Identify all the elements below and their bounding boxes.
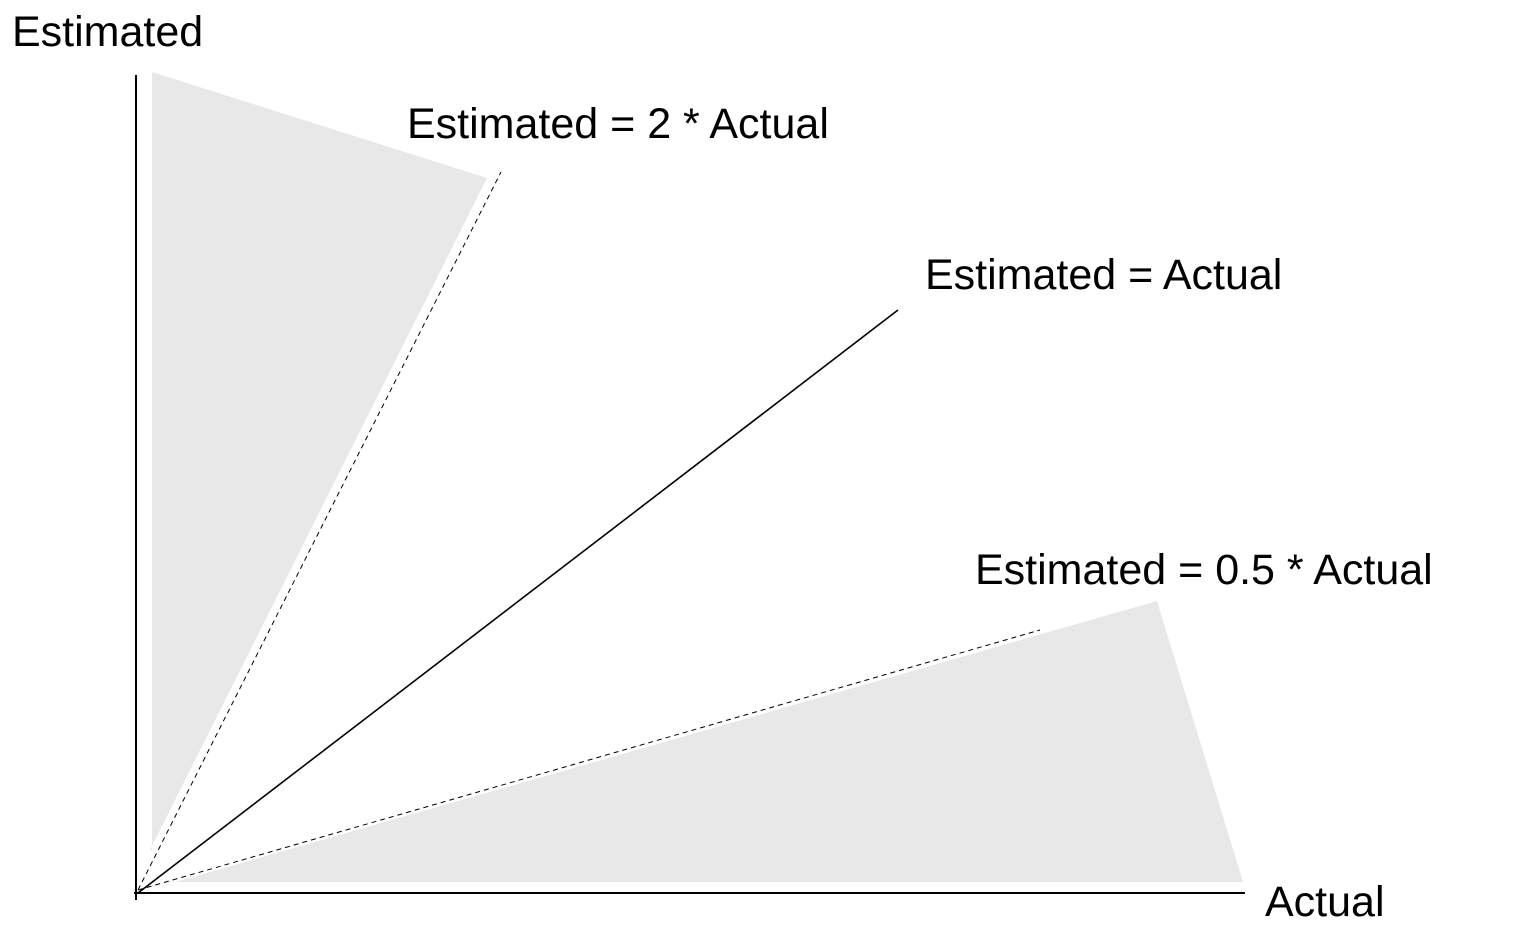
equal-line [137,309,899,894]
x-axis-label: Actual [1265,878,1385,921]
double-line [137,171,502,891]
under-estimate-region [175,601,1243,882]
over-estimate-region [150,72,487,850]
line-label: Estimated = 0.5 * Actual [975,546,1433,594]
line-label: Estimated = 2 * Actual [407,100,829,148]
half-line [137,629,1041,891]
y-axis-label: Estimated [12,8,203,56]
line-label: Estimated = Actual [925,251,1282,299]
